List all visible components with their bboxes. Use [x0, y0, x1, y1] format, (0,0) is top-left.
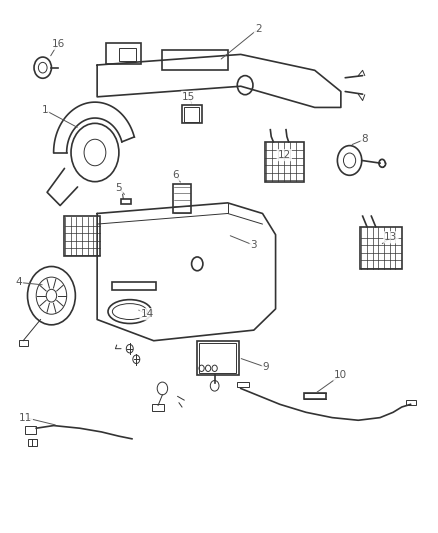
- Text: 2: 2: [255, 24, 261, 34]
- Bar: [121, 199, 131, 204]
- Bar: [173, 184, 191, 214]
- Bar: [28, 439, 37, 446]
- Bar: [197, 341, 239, 375]
- Text: 4: 4: [15, 277, 22, 287]
- Text: 10: 10: [334, 370, 347, 380]
- Text: 6: 6: [172, 171, 179, 180]
- Bar: [265, 142, 304, 182]
- Bar: [152, 405, 164, 411]
- Text: 1: 1: [42, 105, 48, 115]
- Bar: [162, 50, 228, 70]
- Text: 11: 11: [19, 413, 32, 423]
- Bar: [199, 343, 237, 373]
- Text: 16: 16: [51, 39, 64, 49]
- Text: 5: 5: [116, 183, 122, 193]
- Text: 9: 9: [263, 362, 269, 372]
- Text: 15: 15: [182, 92, 195, 102]
- Bar: [113, 282, 156, 290]
- Bar: [360, 227, 402, 269]
- Bar: [64, 216, 100, 256]
- Text: 12: 12: [278, 150, 291, 160]
- Text: 3: 3: [251, 240, 257, 251]
- Bar: [119, 47, 136, 61]
- Bar: [304, 393, 325, 399]
- Bar: [406, 400, 416, 406]
- Text: 8: 8: [361, 134, 368, 144]
- Text: 14: 14: [141, 309, 154, 319]
- Bar: [25, 426, 36, 433]
- Bar: [184, 107, 199, 122]
- Text: 13: 13: [384, 232, 398, 243]
- Bar: [182, 105, 201, 123]
- Bar: [106, 43, 141, 64]
- Bar: [237, 382, 250, 387]
- Bar: [19, 340, 28, 346]
